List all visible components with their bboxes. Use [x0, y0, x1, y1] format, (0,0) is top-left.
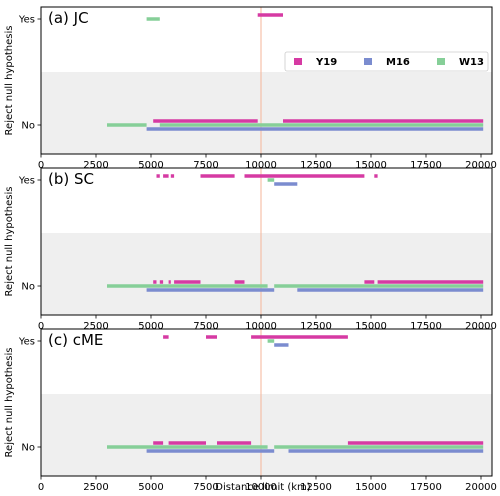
legend-box — [284, 51, 489, 72]
segment-m16 — [297, 288, 484, 292]
x-tick-label: 10000 — [245, 482, 277, 493]
x-tick-label: 2500 — [83, 160, 108, 171]
segment-y19 — [374, 174, 378, 178]
x-tick-label: 7500 — [193, 321, 218, 332]
segment-m16 — [146, 449, 275, 453]
segment-y19 — [153, 441, 164, 445]
x-tick-label: 7500 — [193, 160, 218, 171]
y-axis-label: Reject null hypothesis — [4, 187, 15, 297]
segment-m16 — [146, 288, 275, 292]
no-region-shade — [41, 72, 492, 154]
segment-m16 — [274, 182, 298, 186]
x-tick-label: 20000 — [465, 160, 497, 171]
x-tick-label: 2500 — [83, 321, 108, 332]
legend-swatch-y19 — [294, 58, 302, 65]
x-tick-label: 2500 — [83, 482, 108, 493]
segment-y19 — [163, 335, 169, 339]
x-tick-label: 20000 — [465, 321, 497, 332]
segment-y19 — [159, 280, 164, 284]
x-tick-label: 5000 — [138, 160, 163, 171]
segment-w13 — [267, 178, 275, 182]
segment-w13 — [146, 17, 160, 21]
x-tick-label: 12500 — [300, 160, 332, 171]
segment-w13 — [267, 339, 275, 343]
segment-m16 — [274, 343, 289, 347]
x-tick-label: 0 — [38, 160, 44, 171]
x-tick-label: 5000 — [138, 482, 163, 493]
segment-y19 — [170, 174, 175, 178]
panel-1: 0 2500 5000 7500 10000 12500 15000 17500 20000 No… — [4, 6, 497, 171]
segment-y19 — [168, 280, 171, 284]
segment-y19 — [283, 119, 484, 123]
x-tick-label: 10000 — [245, 160, 277, 171]
x-tick-label: 7500 — [193, 482, 218, 493]
segment-y19 — [174, 280, 201, 284]
x-tick-label: 12500 — [300, 321, 332, 332]
x-tick-label: 15000 — [355, 482, 387, 493]
y-tick-label: No — [21, 282, 35, 293]
y-tick-label: No — [21, 443, 35, 454]
panel-label: (a) JC — [48, 9, 89, 27]
plot-frame — [40, 167, 493, 316]
legend-swatch-w13 — [437, 58, 445, 65]
x-tick-label: 0 — [38, 321, 44, 332]
x-tick-label: 15000 — [355, 160, 387, 171]
x-tick-label: 17500 — [410, 321, 442, 332]
segment-y19 — [206, 335, 217, 339]
legend-label-w13: W13 — [459, 57, 484, 68]
y-tick-label: Yes — [18, 337, 35, 348]
segment-y19 — [200, 174, 235, 178]
segment-m16 — [288, 449, 484, 453]
segment-y19 — [251, 335, 348, 339]
panel-2: 0 2500 5000 7500 10000 12500 15000 17500 20000 No… — [4, 167, 497, 332]
legend: Y19 M16 W13 — [284, 51, 489, 72]
x-tick-label: 0 — [38, 482, 44, 493]
segment-y19 — [257, 13, 283, 17]
x-tick-label: 12500 — [300, 482, 332, 493]
plot-frame — [40, 328, 493, 477]
y-tick-label: No — [21, 121, 35, 132]
segment-m16 — [146, 127, 484, 131]
segment-w13 — [159, 123, 484, 127]
y-axis-label: Reject null hypothesis — [4, 26, 15, 136]
segment-w13 — [107, 445, 268, 449]
segment-y19 — [168, 441, 206, 445]
legend-label-y19: Y19 — [315, 57, 337, 68]
no-region-shade — [41, 394, 492, 476]
segment-y19 — [377, 280, 484, 284]
panel-label: (c) cME — [48, 331, 103, 349]
x-tick-label: 17500 — [410, 160, 442, 171]
panel-3: 0 2500 5000 7500 10000 12500 15000 17500 20000 No… — [4, 328, 497, 493]
x-axis-label: Distance limit (km) — [215, 482, 311, 493]
segment-y19 — [156, 174, 160, 178]
panel-label: (b) SC — [48, 170, 94, 188]
x-tick-label: 20000 — [465, 482, 497, 493]
legend-label-m16: M16 — [386, 57, 410, 68]
segment-y19 — [234, 280, 245, 284]
segment-y19 — [153, 280, 157, 284]
y-tick-label: Yes — [18, 176, 35, 187]
legend-swatch-m16 — [364, 58, 372, 65]
segment-y19 — [153, 119, 258, 123]
x-tick-label: 10000 — [245, 321, 277, 332]
y-tick-label: Yes — [18, 15, 35, 26]
segment-w13 — [274, 284, 484, 288]
x-tick-label: 5000 — [138, 321, 163, 332]
segment-y19 — [347, 441, 484, 445]
segment-y19 — [244, 174, 365, 178]
y-axis-label: Reject null hypothesis — [4, 348, 15, 458]
plot-frame — [40, 6, 493, 155]
x-tick-label: 15000 — [355, 321, 387, 332]
segment-w13 — [107, 123, 147, 127]
segment-y19 — [217, 441, 252, 445]
no-region-shade — [41, 233, 492, 315]
segment-y19 — [163, 174, 169, 178]
x-tick-label: 17500 — [410, 482, 442, 493]
segment-w13 — [274, 445, 484, 449]
segment-y19 — [364, 280, 375, 284]
segment-w13 — [107, 284, 268, 288]
